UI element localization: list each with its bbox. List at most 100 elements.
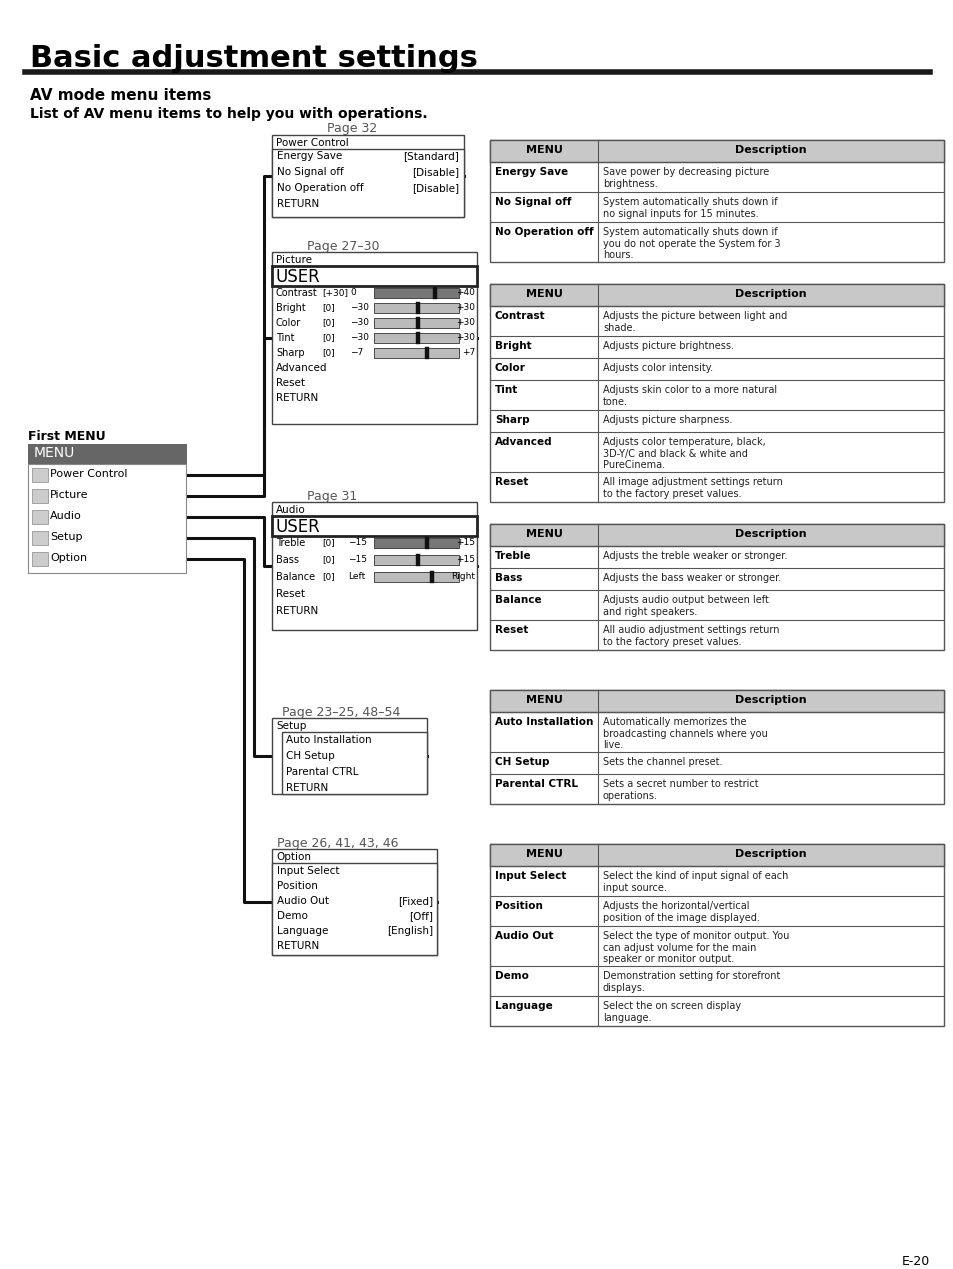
- Bar: [374, 572, 458, 582]
- Text: Bright: Bright: [495, 341, 531, 352]
- Text: [0]: [0]: [322, 572, 335, 581]
- Text: Audio: Audio: [50, 511, 82, 522]
- Bar: [433, 287, 436, 299]
- Text: System automatically shuts down if
no signal inputs for 15 minutes.: System automatically shuts down if no si…: [602, 197, 777, 218]
- Text: System automatically shuts down if
you do not operate the System for 3
hours.: System automatically shuts down if you d…: [602, 227, 780, 260]
- Text: Input Select: Input Select: [495, 871, 566, 881]
- Text: Treble: Treble: [495, 551, 531, 561]
- Text: MENU: MENU: [525, 289, 562, 299]
- Text: [Fixed]: [Fixed]: [397, 896, 433, 906]
- Text: Color: Color: [495, 363, 525, 373]
- Text: −30: −30: [350, 303, 369, 312]
- Bar: [374, 555, 458, 565]
- Text: Audio Out: Audio Out: [495, 931, 553, 942]
- Text: Setup: Setup: [50, 532, 82, 542]
- Bar: [490, 524, 943, 546]
- Text: Option: Option: [50, 553, 87, 563]
- Text: Select the kind of input signal of each
input source.: Select the kind of input signal of each …: [602, 871, 787, 892]
- Text: +7: +7: [461, 348, 475, 357]
- Text: Right: Right: [451, 572, 475, 581]
- Bar: [272, 863, 436, 956]
- Bar: [374, 303, 458, 313]
- Text: Audio Out: Audio Out: [276, 896, 329, 906]
- Bar: [424, 537, 428, 549]
- Bar: [490, 690, 943, 805]
- Bar: [272, 516, 476, 536]
- Text: Select the type of monitor output. You
can adjust volume for the main
speaker or: Select the type of monitor output. You c…: [602, 931, 788, 964]
- Text: Description: Description: [735, 145, 806, 155]
- Text: Bass: Bass: [275, 555, 298, 565]
- Text: Bass: Bass: [495, 574, 522, 582]
- Text: Demo: Demo: [276, 911, 308, 921]
- Bar: [490, 690, 943, 712]
- Text: Language: Language: [495, 1001, 552, 1011]
- Text: Page 32: Page 32: [327, 122, 376, 135]
- Bar: [32, 468, 48, 482]
- Text: No Operation off: No Operation off: [276, 183, 363, 193]
- Bar: [490, 844, 943, 1027]
- Text: −15: −15: [348, 555, 367, 563]
- Bar: [28, 464, 186, 574]
- Text: Reset: Reset: [495, 477, 528, 487]
- Text: Reset: Reset: [495, 626, 528, 634]
- Bar: [374, 319, 458, 327]
- Text: Input Select: Input Select: [276, 865, 339, 876]
- Bar: [416, 317, 419, 329]
- Text: Automatically memorizes the
broadcasting channels where you
live.: Automatically memorizes the broadcasting…: [602, 717, 767, 750]
- Text: Advanced: Advanced: [495, 437, 552, 447]
- Text: [Disable]: [Disable]: [412, 168, 458, 176]
- Text: Left: Left: [348, 572, 365, 581]
- Text: Energy Save: Energy Save: [495, 168, 568, 176]
- Bar: [32, 489, 48, 503]
- Text: +30: +30: [456, 332, 475, 343]
- Text: +30: +30: [456, 303, 475, 312]
- Text: RETURN: RETURN: [286, 783, 328, 793]
- Text: Demo: Demo: [495, 971, 528, 981]
- Bar: [28, 444, 186, 464]
- Text: Language: Language: [276, 926, 328, 937]
- Text: −15: −15: [348, 538, 367, 547]
- Bar: [374, 348, 458, 358]
- Text: Basic adjustment settings: Basic adjustment settings: [30, 44, 477, 74]
- Text: 0: 0: [350, 288, 355, 297]
- Text: Energy Save: Energy Save: [276, 151, 342, 161]
- Text: [0]: [0]: [322, 538, 335, 547]
- Text: Tint: Tint: [275, 332, 294, 343]
- Text: [0]: [0]: [322, 555, 335, 563]
- Text: Adjusts the bass weaker or stronger.: Adjusts the bass weaker or stronger.: [602, 574, 781, 582]
- Bar: [272, 718, 427, 794]
- Text: Sets the channel preset.: Sets the channel preset.: [602, 758, 721, 766]
- Text: MENU: MENU: [525, 145, 562, 155]
- Text: [Standard]: [Standard]: [403, 151, 458, 161]
- Text: [Off]: [Off]: [409, 911, 433, 921]
- Text: Power Control: Power Control: [275, 138, 349, 148]
- Text: Adjusts the horizontal/vertical
position of the image displayed.: Adjusts the horizontal/vertical position…: [602, 901, 760, 923]
- Text: Contrast: Contrast: [275, 288, 317, 298]
- Text: Tint: Tint: [495, 385, 517, 395]
- Text: List of AV menu items to help you with operations.: List of AV menu items to help you with o…: [30, 107, 427, 121]
- Text: Description: Description: [735, 849, 806, 859]
- Text: Position: Position: [495, 901, 542, 911]
- Text: +30: +30: [456, 319, 475, 327]
- Text: No Signal off: No Signal off: [495, 197, 571, 207]
- Bar: [424, 346, 428, 359]
- Text: Adjusts picture sharpness.: Adjusts picture sharpness.: [602, 415, 732, 425]
- Bar: [272, 266, 476, 286]
- Text: Parental CTRL: Parental CTRL: [495, 779, 578, 789]
- Text: −7: −7: [350, 348, 363, 357]
- Text: RETURN: RETURN: [276, 199, 319, 209]
- Text: Advanced: Advanced: [275, 363, 327, 373]
- Text: Adjusts audio output between left
and right speakers.: Adjusts audio output between left and ri…: [602, 595, 768, 617]
- Text: MENU: MENU: [525, 695, 562, 706]
- Text: RETURN: RETURN: [275, 393, 318, 404]
- Text: +40: +40: [456, 288, 475, 297]
- Text: USER: USER: [275, 518, 320, 536]
- Text: Adjusts the treble weaker or stronger.: Adjusts the treble weaker or stronger.: [602, 551, 786, 561]
- Text: MENU: MENU: [34, 445, 75, 459]
- Bar: [490, 140, 943, 261]
- Bar: [490, 844, 943, 865]
- Text: Adjusts the picture between light and
shade.: Adjusts the picture between light and sh…: [602, 311, 786, 332]
- Bar: [416, 332, 419, 344]
- Text: Adjusts skin color to a more natural
tone.: Adjusts skin color to a more natural ton…: [602, 385, 777, 406]
- Text: Page 27–30: Page 27–30: [307, 240, 379, 253]
